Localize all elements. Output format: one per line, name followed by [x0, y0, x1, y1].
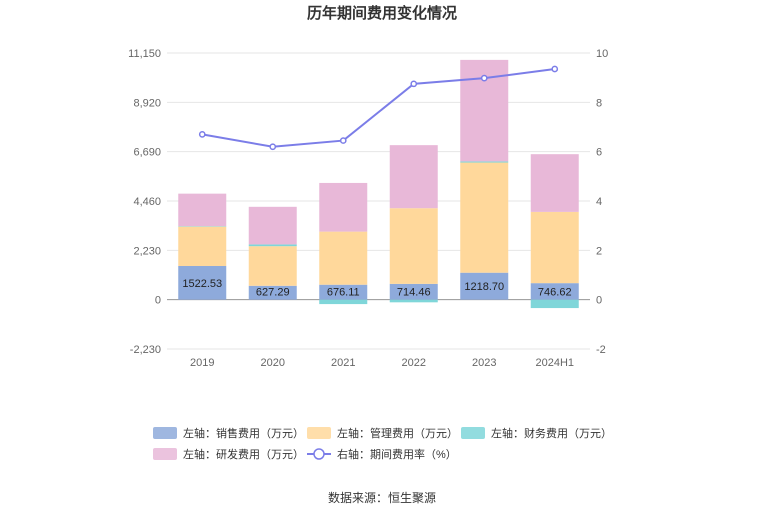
y-left-tick-label: 11,150 [128, 48, 161, 60]
y-left-tick-label: 8,920 [133, 97, 161, 109]
ratio-line [198, 65, 559, 151]
y-left-tick-label: -2,230 [130, 344, 161, 356]
bar-segment-2-2020 [248, 244, 297, 247]
bar-segment-0-2022 [389, 283, 438, 300]
bar-value-label: 627.29 [256, 287, 290, 299]
bar-segment-0-2021 [319, 284, 368, 300]
legend-label: 右轴：期间费用率（%） [337, 447, 457, 461]
bar-segment-0-2020 [248, 285, 297, 300]
bar-value-label: 714.46 [397, 287, 431, 299]
bar-segment-1-2022 [389, 208, 438, 284]
bar-segment-2-2022 [389, 299, 438, 303]
x-tick-label: 2019 [190, 357, 214, 369]
bar-labels: 1522.53 627.29 676.11 714.46 1218.70 746.62 [182, 278, 571, 299]
bar-value-label: 1522.53 [182, 278, 222, 290]
y-left-tick-label: 6,690 [133, 147, 161, 159]
bar-segment-1-2020 [248, 246, 297, 286]
bar-segment-3-2021 [319, 182, 368, 232]
bar-segment-0-2023 [460, 272, 509, 300]
y-right-axis: -2 0 2 4 6 8 10 [596, 48, 608, 356]
legend-swatch [153, 427, 177, 439]
bar-segment-3-2020 [248, 206, 297, 245]
bar-value-label: 746.62 [538, 286, 572, 298]
bars [178, 59, 579, 309]
ratio-point [339, 137, 347, 144]
y-right-tick-label: -2 [596, 344, 606, 356]
y-right-tick-label: 2 [596, 245, 602, 257]
bar-segment-1-2024H1 [530, 211, 579, 284]
x-tick-label: 2023 [472, 357, 496, 369]
grid-lines [167, 52, 590, 350]
legend-label: 左轴：管理费用（万元） [337, 426, 458, 440]
ratio-point [269, 143, 277, 151]
x-tick-label: 2020 [261, 357, 285, 369]
bar-segment-3-2022 [389, 145, 438, 209]
y-left-tick-label: 0 [155, 295, 161, 307]
legend: 左轴：销售费用（万元） 左轴：管理费用（万元） 左轴：财务费用（万元） 左轴：研发费用… [153, 426, 612, 461]
bar-segment-0-2019 [178, 265, 227, 300]
bar-segment-3-2024H1 [530, 154, 579, 212]
bar-segment-2-2023 [460, 161, 509, 163]
source-note: 数据来源：恒生聚源 [328, 490, 436, 505]
x-tick-label: 2022 [402, 357, 426, 369]
bar-segment-1-2023 [460, 162, 509, 273]
y-right-tick-label: 6 [596, 147, 602, 159]
legend-label: 左轴：销售费用（万元） [183, 426, 304, 440]
bar-value-label: 676.11 [327, 287, 360, 299]
bar-segment-2-2024H1 [530, 299, 579, 309]
bar-segment-2-2021 [319, 299, 368, 305]
ratio-point [480, 74, 488, 82]
bar-segment-3-2019 [178, 193, 227, 227]
legend-label: 左轴：研发费用（万元） [183, 447, 304, 461]
ratio-line-path [202, 68, 555, 148]
y-left-axis: -2,230 0 2,230 4,460 6,690 8,920 11,150 [128, 48, 161, 356]
y-left-tick-label: 4,460 [133, 196, 161, 208]
bar-segment-2-2019 [178, 226, 227, 227]
ratio-point [410, 80, 418, 88]
y-right-tick-label: 8 [596, 97, 602, 109]
legend-swatch [461, 427, 485, 439]
y-right-tick-label: 10 [596, 48, 608, 60]
ratio-point [551, 65, 559, 73]
bar-value-label: 1218.70 [464, 281, 504, 293]
bar-segment-0-2024H1 [530, 283, 579, 300]
legend-label: 左轴：财务费用（万元） [491, 426, 612, 440]
legend-line-marker [313, 448, 325, 460]
y-left-tick-label: 2,230 [133, 245, 161, 257]
y-right-tick-label: 4 [596, 196, 602, 208]
legend-swatch [153, 448, 177, 460]
y-right-tick-label: 0 [596, 295, 602, 307]
x-tick-label: 2024H1 [535, 357, 574, 369]
chart-title: 历年期间费用变化情况 [307, 4, 457, 22]
x-tick-label: 2021 [331, 357, 355, 369]
bar-segment-1-2019 [178, 226, 227, 266]
bar-segment-1-2021 [319, 231, 368, 285]
ratio-point [198, 131, 206, 138]
x-axis: 2019 2020 2021 2022 2023 2024H1 [190, 357, 574, 369]
legend-swatch [307, 427, 331, 439]
